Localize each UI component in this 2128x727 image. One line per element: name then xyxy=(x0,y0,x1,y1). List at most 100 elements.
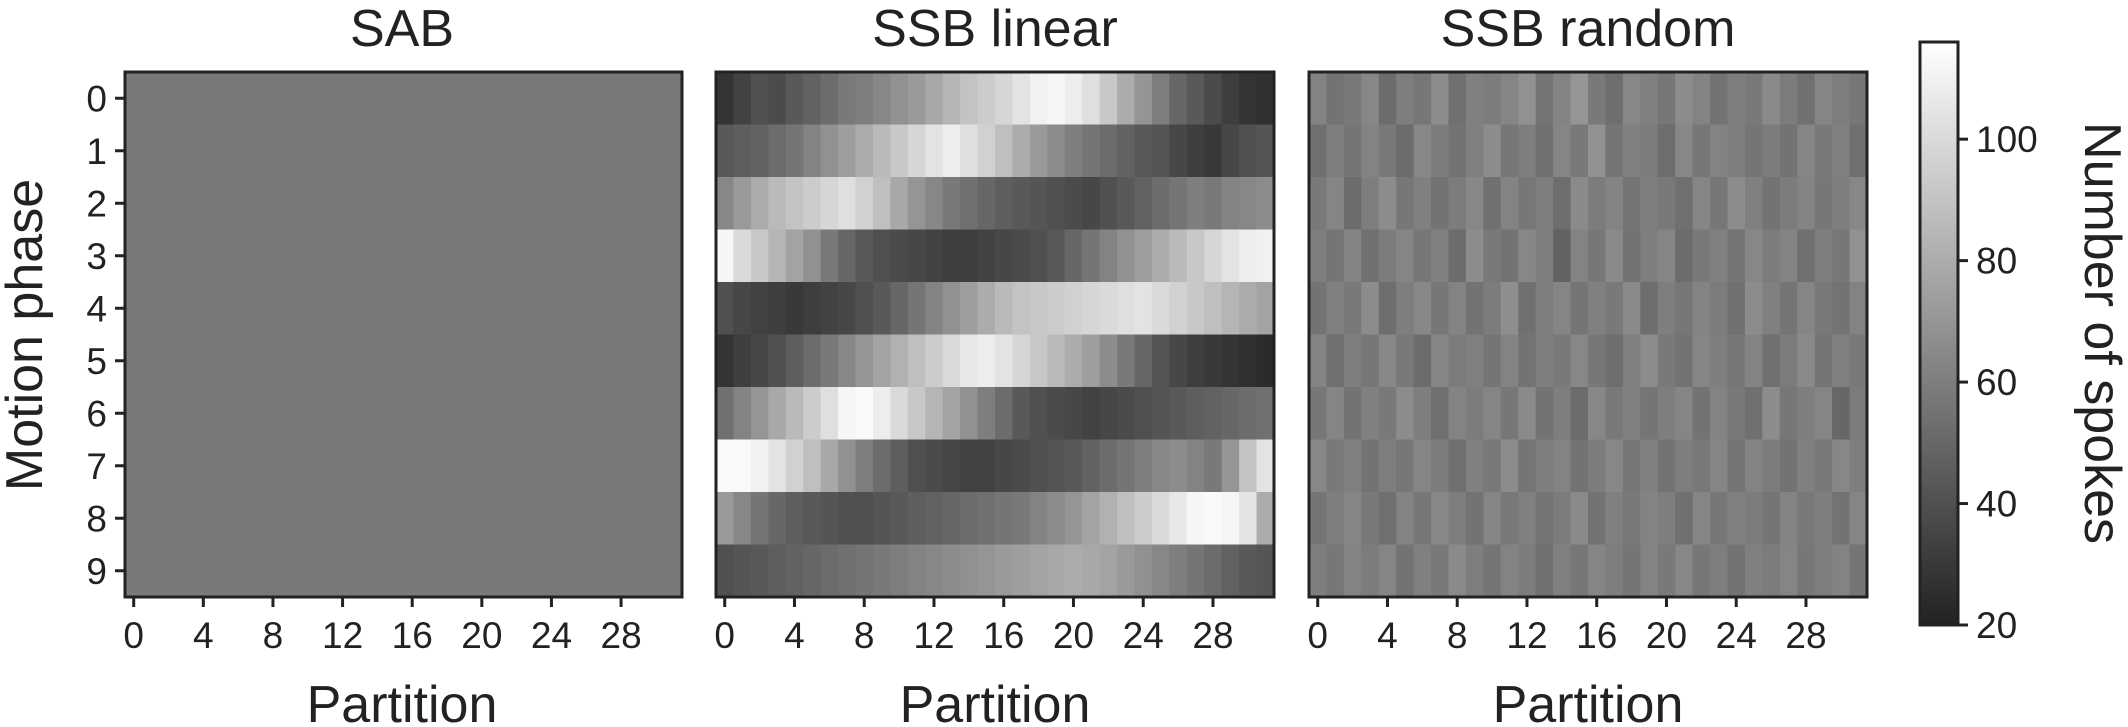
heatmap-cell xyxy=(925,439,944,493)
x-tick-label: 20 xyxy=(1646,615,1687,656)
heatmap-cell xyxy=(1622,72,1641,126)
heatmap-cell xyxy=(890,544,909,598)
heatmap-cell xyxy=(838,72,857,126)
heatmap-cell xyxy=(1744,282,1763,336)
heatmap-cell xyxy=(838,177,857,231)
heatmap-cell xyxy=(1064,229,1083,283)
heatmap-cell xyxy=(1675,492,1694,546)
heatmap-cell xyxy=(803,229,822,283)
heatmap-cell xyxy=(1779,229,1798,283)
heatmap-cell xyxy=(1151,544,1170,598)
heatmap-cell xyxy=(1797,282,1816,336)
heatmap-cell xyxy=(525,282,544,336)
y-tick-label: 6 xyxy=(86,393,107,434)
heatmap-cell xyxy=(246,544,265,598)
heatmap-cell xyxy=(403,229,422,283)
heatmap-cell xyxy=(820,439,839,493)
heatmap-cell xyxy=(1727,387,1746,441)
heatmap-cell xyxy=(977,177,996,231)
heatmap-cell xyxy=(1134,229,1153,283)
heatmap-cell xyxy=(246,282,265,336)
heatmap-cell xyxy=(281,72,300,126)
heatmap-cell xyxy=(872,387,891,441)
heatmap-cell xyxy=(1396,544,1415,598)
heatmap-cell xyxy=(1448,124,1467,178)
heatmap-cell xyxy=(1553,72,1572,126)
heatmap-cell xyxy=(1239,439,1258,493)
heatmap-cell xyxy=(1169,439,1188,493)
heatmap-cell xyxy=(629,282,648,336)
heatmap-cell xyxy=(1431,387,1450,441)
heatmap-cell xyxy=(664,387,683,441)
heatmap-cell xyxy=(1099,177,1118,231)
heatmap-cell xyxy=(351,492,370,546)
heatmap-cell xyxy=(1151,177,1170,231)
heatmap-cell xyxy=(299,544,318,598)
heatmap-cell xyxy=(542,334,561,388)
heatmap-cell xyxy=(1605,387,1624,441)
heatmap-cell xyxy=(733,282,752,336)
x-tick-label: 16 xyxy=(1576,615,1617,656)
heatmap-cell xyxy=(420,334,439,388)
heatmap-cell xyxy=(716,282,735,336)
heatmap-cell xyxy=(872,439,891,493)
heatmap-cell xyxy=(977,124,996,178)
heatmap-cell xyxy=(455,124,474,178)
heatmap-cell xyxy=(1204,544,1223,598)
heatmap-cell xyxy=(1657,544,1676,598)
heatmap-cell xyxy=(1849,177,1868,231)
heatmap-cell xyxy=(1797,544,1816,598)
heatmap-cells-ssb-random xyxy=(1309,72,1868,598)
heatmap-cell xyxy=(820,229,839,283)
heatmap-cell xyxy=(1762,492,1781,546)
heatmap-cell xyxy=(733,124,752,178)
heatmap-cell xyxy=(368,439,387,493)
heatmap-cell xyxy=(1326,334,1345,388)
heatmap-cell xyxy=(525,334,544,388)
heatmap-cell xyxy=(942,334,961,388)
heatmap-cell xyxy=(1413,229,1432,283)
heatmap-cell xyxy=(1692,439,1711,493)
heatmap-cell xyxy=(995,334,1014,388)
heatmap-cell xyxy=(1413,439,1432,493)
heatmap-cell xyxy=(612,229,631,283)
heatmap-cell xyxy=(420,124,439,178)
heatmap-cell xyxy=(212,229,231,283)
heatmap-cell xyxy=(351,229,370,283)
heatmap-cell xyxy=(1204,229,1223,283)
heatmap-cell xyxy=(1483,124,1502,178)
heatmap-cell xyxy=(1675,229,1694,283)
heatmap-cell xyxy=(1640,334,1659,388)
heatmap-cell xyxy=(1256,334,1275,388)
heatmap-cell xyxy=(1378,72,1397,126)
heatmap-cell xyxy=(750,282,769,336)
heatmap-cell xyxy=(768,282,787,336)
panel-title-sab: SAB xyxy=(350,0,454,58)
heatmap-cell xyxy=(490,387,509,441)
heatmap-cell xyxy=(1622,492,1641,546)
heatmap-cell xyxy=(1029,124,1048,178)
heatmap-cell xyxy=(1151,492,1170,546)
heatmap-cell xyxy=(1256,229,1275,283)
heatmap-cell xyxy=(1256,544,1275,598)
heatmap-cell xyxy=(594,229,613,283)
heatmap-cell xyxy=(159,439,178,493)
heatmap-cell xyxy=(1064,334,1083,388)
heatmap-cell xyxy=(1762,124,1781,178)
heatmap-cell xyxy=(507,334,526,388)
heatmap-cell xyxy=(820,124,839,178)
heatmap-cell xyxy=(1047,282,1066,336)
heatmap-cell xyxy=(1518,387,1537,441)
heatmap-cell xyxy=(1047,387,1066,441)
heatmap-cell xyxy=(473,229,492,283)
heatmap-cell xyxy=(1378,282,1397,336)
heatmap-cell xyxy=(1535,229,1554,283)
heatmap-cell xyxy=(125,177,144,231)
heatmap-cell xyxy=(1779,387,1798,441)
heatmap-cell xyxy=(1518,229,1537,283)
heatmap-cell xyxy=(316,387,335,441)
heatmap-cell xyxy=(1779,124,1798,178)
heatmap-cell xyxy=(351,544,370,598)
heatmap-cell xyxy=(368,282,387,336)
